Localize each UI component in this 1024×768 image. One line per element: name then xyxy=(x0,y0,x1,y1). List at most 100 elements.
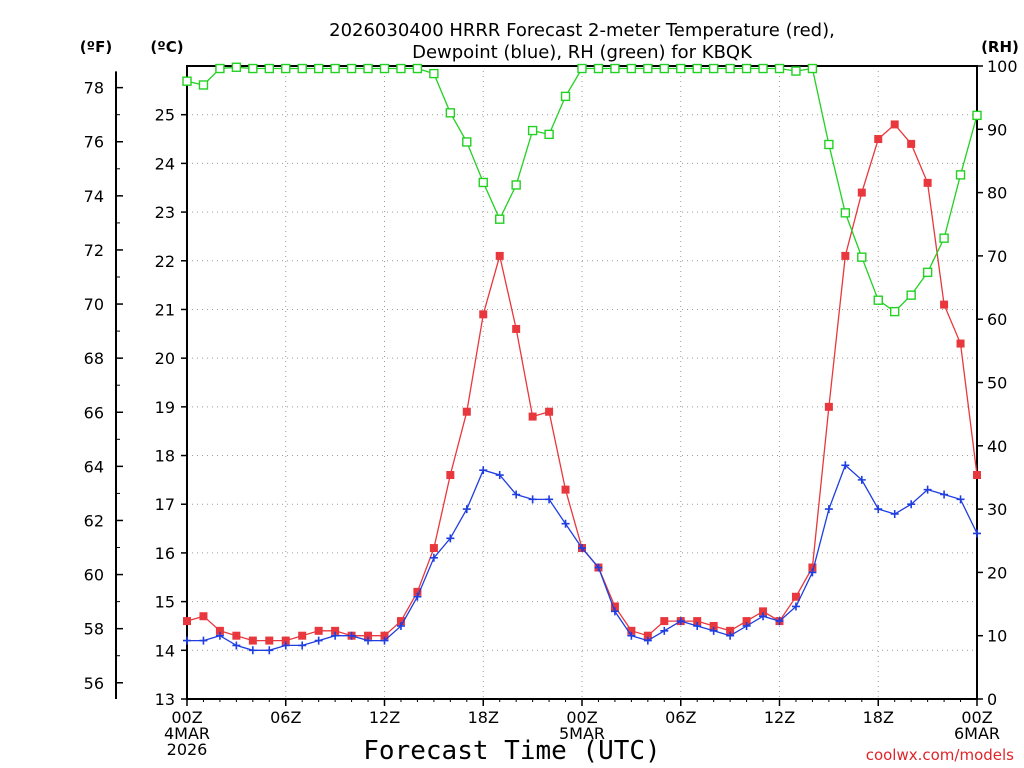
temperature-point xyxy=(726,626,735,635)
rh-point xyxy=(708,63,719,74)
rh-tick-label: 10 xyxy=(987,627,1007,646)
fahrenheit-tick-label: 56 xyxy=(84,674,104,693)
rh-point xyxy=(725,63,735,74)
x-tick-label: 6MAR xyxy=(954,724,1000,743)
temperature-point xyxy=(446,471,455,480)
dewpoint-point xyxy=(183,636,191,645)
rh-point xyxy=(939,233,949,243)
dewpoint-point xyxy=(956,495,965,504)
chart-title-line-2: Dewpoint (blue), RH (green) for KBQK xyxy=(412,42,753,63)
rh-tick-label: 80 xyxy=(987,184,1007,203)
temperature-point xyxy=(331,626,340,635)
celsius-tick-label: 20 xyxy=(155,349,175,368)
temperature-point xyxy=(265,636,274,645)
series-rh xyxy=(182,62,982,317)
fahrenheit-tick-label: 76 xyxy=(84,133,104,152)
dewpoint-point xyxy=(512,490,521,499)
dewpoint-point xyxy=(627,631,636,640)
x-axis-label: Forecast Time (UTC) xyxy=(363,736,660,766)
fahrenheit-tick-label: 62 xyxy=(84,511,104,530)
plot-frame xyxy=(186,65,978,700)
temperature-point xyxy=(413,587,422,596)
dewpoint-point xyxy=(281,641,290,650)
temperature-point xyxy=(857,188,866,197)
temperature-point xyxy=(396,617,405,626)
rh-point xyxy=(692,63,702,74)
rh-point xyxy=(527,125,538,136)
rh-point xyxy=(758,63,768,74)
temperature-point xyxy=(281,636,290,645)
dewpoint-point xyxy=(298,641,307,650)
dewpoint-point xyxy=(413,592,422,601)
rh-point xyxy=(873,295,883,305)
rh-point xyxy=(396,63,406,74)
temperature-point xyxy=(956,339,965,348)
series-layer xyxy=(182,62,982,655)
celsius-unit-label: (ºC) xyxy=(150,38,183,56)
rh-point xyxy=(626,63,637,74)
rh-point xyxy=(264,63,274,74)
rh-point xyxy=(791,66,801,76)
dewpoint-point xyxy=(594,563,603,572)
dewpoint-point xyxy=(759,612,768,621)
rh-point xyxy=(840,208,851,218)
rh-point xyxy=(462,137,472,147)
dewpoint-point xyxy=(890,509,899,518)
dewpoint-point xyxy=(808,568,817,577)
temperature-point xyxy=(462,407,471,416)
celsius-tick-label: 22 xyxy=(155,252,175,271)
temperature-point xyxy=(199,612,208,621)
rh-point xyxy=(544,129,554,140)
rh-point xyxy=(231,62,242,72)
dewpoint-point xyxy=(857,475,866,484)
rh-point xyxy=(281,63,291,74)
fahrenheit-tick-label: 78 xyxy=(84,79,104,98)
temperature-point xyxy=(610,602,619,611)
rh-tick-label: 40 xyxy=(987,437,1007,456)
temperature-point xyxy=(890,120,899,129)
temperature-point xyxy=(923,178,932,187)
temperature-point xyxy=(528,412,537,421)
rh-point xyxy=(955,170,966,180)
rh-point xyxy=(643,63,653,74)
temperature-point xyxy=(940,300,949,309)
rh-point xyxy=(330,63,340,74)
rh-point xyxy=(890,306,900,317)
temperature-point xyxy=(215,626,224,635)
rh-point xyxy=(807,63,818,74)
rh-point xyxy=(248,63,258,74)
celsius-tick-label: 23 xyxy=(155,203,175,222)
temperature-point xyxy=(561,485,570,494)
dewpoint-point xyxy=(347,631,356,640)
rh-unit-label: (RH) xyxy=(981,38,1019,56)
rh-point xyxy=(824,139,834,150)
dewpoint-point xyxy=(495,471,504,480)
rh-tick-label: 0 xyxy=(987,690,997,709)
dewpoint-point xyxy=(462,505,471,514)
rh-point xyxy=(495,214,505,224)
rh-point xyxy=(445,108,456,118)
x-tick-label: 12Z xyxy=(369,708,400,727)
temperature-point xyxy=(314,626,323,635)
temperature-point xyxy=(693,617,702,626)
dewpoint-point xyxy=(775,617,784,626)
dewpoint-point xyxy=(907,500,916,509)
rh-point xyxy=(922,267,933,278)
celsius-tick-label: 17 xyxy=(155,495,175,514)
x-tick-label: 00Z xyxy=(171,708,202,727)
celsius-tick-label: 21 xyxy=(155,300,175,319)
rh-point xyxy=(297,63,307,74)
fahrenheit-unit-label: (ºF) xyxy=(80,38,112,56)
rh-tick-label: 90 xyxy=(987,120,1007,139)
dewpoint-point xyxy=(874,505,883,514)
temperature-point xyxy=(232,631,241,640)
dewpoint-point xyxy=(791,602,800,611)
dewpoint-point xyxy=(726,631,735,640)
dewpoint-point xyxy=(561,519,570,528)
temperature-point xyxy=(759,607,768,616)
dewpoint-point xyxy=(248,646,257,655)
dewpoint-point xyxy=(396,621,405,630)
temperature-point xyxy=(709,621,718,630)
rh-tick-label: 30 xyxy=(987,500,1007,519)
series-temperature xyxy=(183,120,981,645)
